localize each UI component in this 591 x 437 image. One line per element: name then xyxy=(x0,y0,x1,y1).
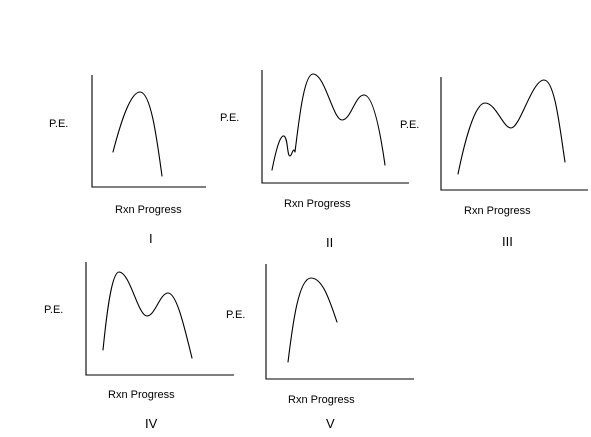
panel-5-x-label: Rxn Progress xyxy=(288,394,355,406)
panel-4-x-label: Rxn Progress xyxy=(108,389,175,401)
panel-4-y-label: P.E. xyxy=(44,304,63,316)
panel-2-energy-curve xyxy=(271,73,386,171)
panel-3-x-label: Rxn Progress xyxy=(464,205,531,217)
panel-4: P.E. Rxn Progress IV xyxy=(44,262,234,431)
panel-1-x-label: Rxn Progress xyxy=(115,204,182,216)
panel-3-energy-curve xyxy=(457,79,566,175)
panel-2-axes xyxy=(261,70,409,184)
panel-3: P.E. Rxn Progress III xyxy=(400,77,588,249)
panel-2-y-label: P.E. xyxy=(220,112,239,124)
panel-5-axes xyxy=(265,264,414,380)
panel-4-axes xyxy=(85,262,234,376)
panel-3-y-label: P.E. xyxy=(400,119,419,131)
panel-2-numeral: II xyxy=(326,235,333,250)
panel-4-numeral: IV xyxy=(145,416,158,431)
panel-2-x-label: Rxn Progress xyxy=(284,198,351,210)
panel-1-axes xyxy=(91,75,206,188)
panel-1-y-label: P.E. xyxy=(49,118,68,130)
panel-1-energy-curve xyxy=(112,91,163,177)
panel-5: P.E. Rxn Progress V xyxy=(226,264,414,431)
panel-1-numeral: I xyxy=(149,231,153,246)
panel-5-y-label: P.E. xyxy=(226,309,245,321)
panel-5-energy-curve xyxy=(287,277,338,363)
panel-2: P.E. Rxn Progress II xyxy=(220,70,409,250)
panel-3-axes xyxy=(440,77,588,191)
panel-5-numeral: V xyxy=(326,416,335,431)
panel-1: P.E. Rxn Progress I xyxy=(49,75,206,246)
panel-3-numeral: III xyxy=(502,234,513,249)
panel-4-energy-curve xyxy=(102,271,193,359)
